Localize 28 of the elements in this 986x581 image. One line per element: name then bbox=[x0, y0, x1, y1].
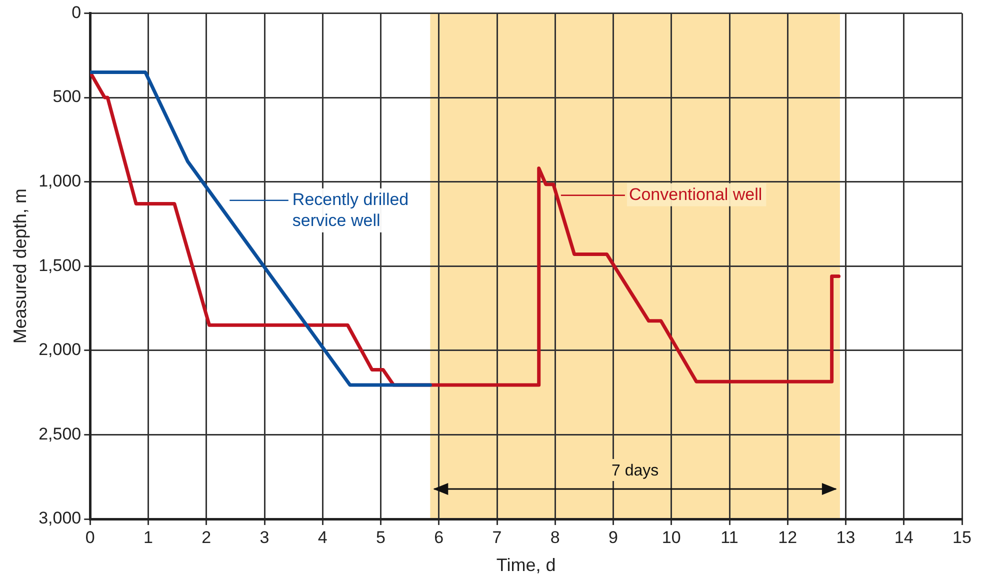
x-tick-label: 9 bbox=[608, 528, 618, 547]
x-tick-label: 13 bbox=[836, 528, 856, 547]
y-tick-label: 500 bbox=[52, 87, 82, 106]
y-tick-label: 1,000 bbox=[38, 171, 82, 190]
y-tick-label: 0 bbox=[72, 2, 82, 22]
x-tick-label: 11 bbox=[720, 528, 738, 547]
legend-label: Conventional well bbox=[628, 184, 762, 204]
x-tick-label: 1 bbox=[144, 528, 153, 547]
y-tick-label: 2,500 bbox=[38, 424, 82, 444]
x-tick-label: 3 bbox=[260, 528, 270, 547]
x-tick-label: 4 bbox=[318, 528, 328, 547]
band-label: 7 days bbox=[611, 462, 659, 480]
x-tick-label: 15 bbox=[952, 528, 972, 547]
x-tick-label: 14 bbox=[894, 528, 914, 547]
x-tick-label: 12 bbox=[778, 528, 798, 547]
x-tick-label: 5 bbox=[376, 528, 386, 547]
x-tick-label: 2 bbox=[202, 528, 212, 547]
x-tick-label: 8 bbox=[550, 528, 560, 547]
y-tick-label: 2,000 bbox=[38, 340, 82, 360]
y-tick-label: 3,000 bbox=[38, 508, 82, 528]
y-axis-title: Measured depth, m bbox=[10, 188, 30, 344]
legend-label: Recently drilled service well bbox=[292, 190, 409, 230]
y-tick-label: 1,500 bbox=[38, 256, 82, 275]
x-tick-label: 7 bbox=[492, 528, 502, 547]
x-tick-label: 10 bbox=[662, 528, 681, 547]
x-tick-label: 6 bbox=[434, 528, 444, 547]
x-axis-title: Time, d bbox=[496, 555, 556, 576]
x-tick-label: 0 bbox=[85, 528, 95, 547]
